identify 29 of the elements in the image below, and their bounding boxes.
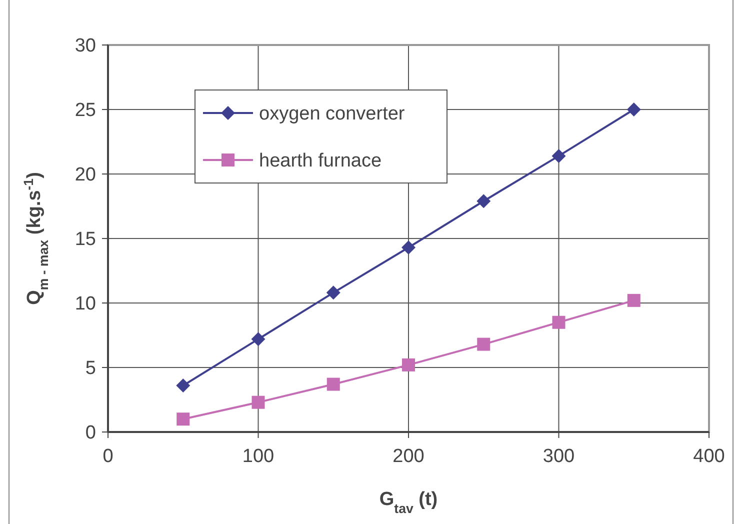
x-axis-title: G$_{tav}$ (t)	[379, 489, 438, 516]
y-tick-label: 10	[74, 294, 96, 315]
point	[552, 148, 566, 163]
point	[626, 102, 641, 116]
point	[402, 358, 415, 372]
y-tick-label: 5	[85, 358, 96, 380]
y-tick-label: 20	[74, 164, 96, 186]
y-tick-label: 0	[85, 422, 96, 444]
point	[326, 378, 340, 391]
point	[477, 338, 490, 351]
point	[627, 294, 640, 307]
x-tick-label: 0	[102, 446, 114, 467]
point	[176, 412, 190, 426]
point	[176, 378, 190, 393]
point	[402, 240, 416, 255]
y-tick-label: 15	[74, 229, 96, 250]
x-tick-label: 200	[392, 446, 424, 467]
legend-label: hearth furnace	[259, 150, 382, 172]
y-tick-label: 25	[74, 100, 96, 122]
point	[251, 332, 266, 346]
x-tick-label: 100	[242, 446, 274, 467]
point	[326, 286, 340, 300]
x-tick-label: 400	[693, 446, 725, 467]
y-tick-label: 30	[74, 36, 96, 57]
x-tick-label: 300	[542, 446, 575, 467]
legend-label: oxygen converter	[259, 104, 406, 125]
point	[552, 316, 566, 329]
point	[476, 194, 491, 208]
point	[252, 396, 265, 409]
